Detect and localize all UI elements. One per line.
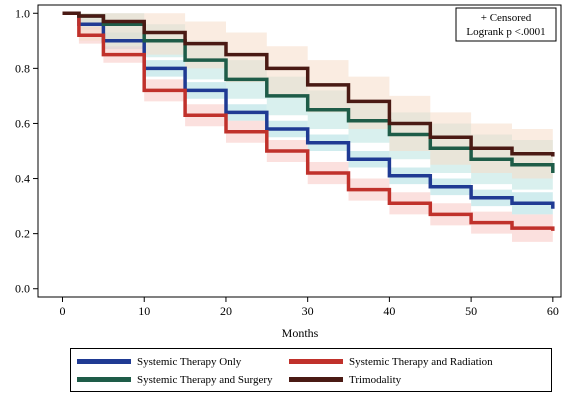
x-tick-label: 50 (465, 304, 477, 318)
censored-note: + Censored (481, 12, 532, 24)
y-tick-label: 0.4 (15, 172, 30, 186)
legend-label: Systemic Therapy and Surgery (137, 374, 273, 386)
plot-frame (37, 4, 562, 298)
y-tick-label: 0.8 (15, 61, 30, 75)
legend-item: Trimodality (289, 373, 401, 387)
x-tick-label: 30 (302, 304, 314, 318)
x-axis-label: Months (282, 326, 319, 340)
logrank-note: Logrank p <.0001 (466, 26, 545, 38)
legend-swatch (77, 376, 131, 382)
series-line (62, 11, 555, 209)
legend-label: Systemic Therapy and Radiation (349, 356, 493, 368)
y-tick-label: 0.2 (15, 227, 30, 241)
legend-item: Systemic Therapy and Radiation (289, 355, 493, 369)
legend-item: Systemic Therapy Only (77, 355, 241, 369)
legend-swatch (289, 376, 343, 382)
survival-curves (62, 11, 555, 231)
x-tick-label: 0 (60, 304, 66, 318)
legend-item: Systemic Therapy and Surgery (77, 373, 273, 387)
series-line (62, 11, 555, 231)
series-line (62, 11, 555, 157)
x-tick-label: 20 (220, 304, 232, 318)
legend-swatch (77, 358, 131, 364)
x-axis: 0 10 20 30 40 50 60 (60, 297, 559, 318)
series-line (62, 11, 555, 173)
y-axis: 0.0 0.2 0.4 0.6 0.8 1.0 (15, 6, 38, 296)
y-tick-label: 0.6 (15, 116, 30, 130)
legend: Systemic Therapy Only Systemic Therapy a… (70, 348, 552, 392)
annotation-box: + Censored Logrank p <.0001 (455, 7, 557, 42)
x-tick-label: 40 (383, 304, 395, 318)
legend-label: Trimodality (349, 374, 402, 386)
y-tick-label: 0.0 (15, 282, 30, 296)
legend-label: Systemic Therapy Only (137, 356, 242, 368)
confidence-band (62, 13, 553, 220)
y-tick-label: 1.0 (15, 6, 30, 20)
x-tick-label: 10 (138, 304, 150, 318)
x-tick-label: 60 (547, 304, 559, 318)
legend-swatch (289, 358, 343, 364)
